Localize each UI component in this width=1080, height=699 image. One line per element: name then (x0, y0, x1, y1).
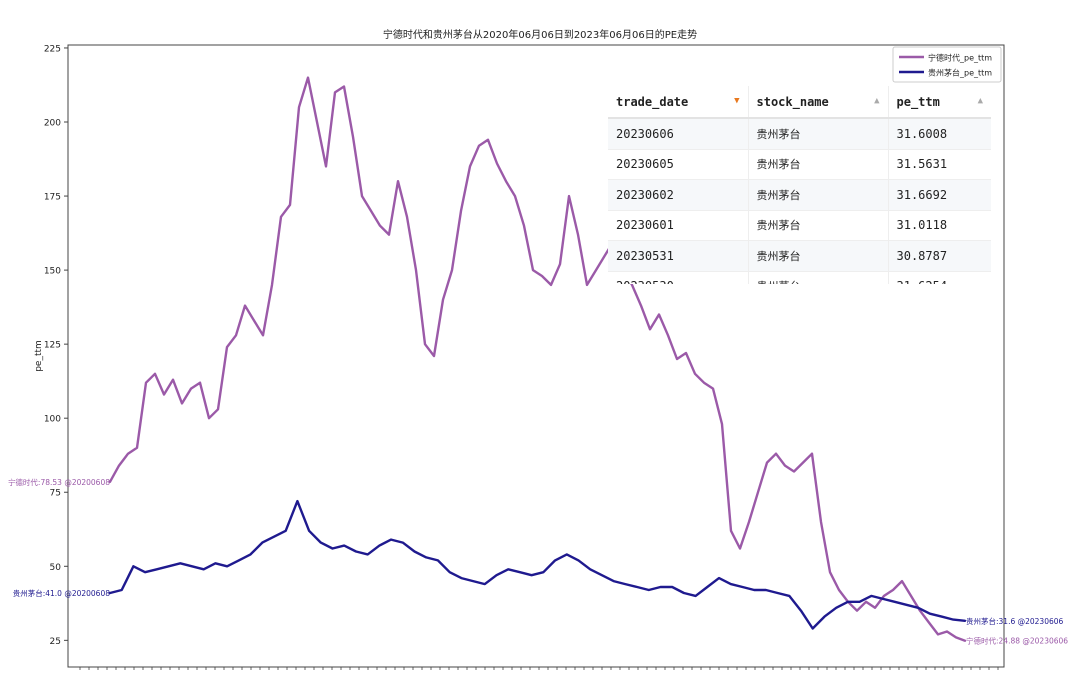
series-line-0 (108, 76, 967, 642)
cell-stock-name: 贵州茅台 (747, 240, 888, 272)
column-header-label: trade_date (616, 94, 689, 109)
table-row: 20230531 贵州茅台 30.8787 (608, 240, 991, 272)
cell-pe-ttm: 31.6254 (887, 271, 991, 284)
y-tick-label: 25 (50, 637, 61, 647)
x-axis (79, 667, 999, 670)
sort-icon[interactable]: ▲ (874, 96, 880, 106)
cell-pe-ttm: 31.6692 (887, 179, 991, 211)
cell-pe-ttm: 30.8787 (887, 240, 991, 272)
sort-icon[interactable]: ▲ (977, 96, 983, 106)
table-row: 20230601 贵州茅台 31.0118 (608, 210, 991, 241)
y-tick-label: 50 (50, 563, 62, 573)
cell-trade-date: 20230606 (608, 118, 748, 150)
legend-label-0: 宁德时代_pe_ttm (928, 53, 992, 63)
table-row: 20230605 贵州茅台 31.5631 (608, 149, 991, 180)
cell-trade-date: 20230605 (608, 149, 748, 180)
y-tick-label: 125 (44, 341, 61, 351)
y-tick-label: 200 (44, 119, 61, 129)
cell-trade-date: 20230601 (608, 210, 748, 241)
table-row: 20230602 贵州茅台 31.6692 (608, 179, 991, 211)
series-line-1 (108, 499, 967, 630)
column-header-pe-ttm[interactable]: pe_ttm ▲ (887, 86, 991, 119)
sort-desc-icon[interactable]: ▼ (734, 96, 740, 106)
plot-frame (67, 44, 1005, 668)
annotation-label: 宁德时代:24.88 @20230606 (966, 636, 1068, 646)
annotation-label: 贵州茅台:31.6 @20230606 (966, 616, 1064, 626)
legend-label-1: 贵州茅台_pe_ttm (928, 68, 992, 78)
y-tick-label: 100 (44, 415, 61, 425)
chart-title: 宁德时代和贵州茅台从2020年06月06日到2023年06月06日的PE走势 (383, 28, 697, 41)
cell-pe-ttm: 31.0118 (887, 210, 991, 241)
y-axis: 25 50 75 100 125 150 175 200 225 (44, 44, 68, 647)
cell-stock-name: 贵州茅台 (747, 149, 888, 180)
cell-stock-name: 贵州茅台 (747, 210, 888, 241)
column-header-trade-date[interactable]: trade_date ▼ (608, 86, 748, 119)
cell-trade-date: 20230602 (608, 179, 748, 211)
column-header-label: stock_name (756, 94, 829, 109)
cell-stock-name: 贵州茅台 (747, 271, 888, 284)
column-header-stock-name[interactable]: stock_name ▲ (747, 86, 888, 119)
annotation-label: 宁德时代:78.53 @20200608 (8, 477, 110, 487)
annotation-label: 贵州茅台:41.0 @20200608 (13, 588, 111, 598)
series-lines (108, 76, 967, 642)
y-tick-label: 225 (44, 44, 61, 54)
data-table-widget: trade_date ▼ stock_name ▲ pe_ttm ▲ 20230… (608, 86, 991, 284)
column-header-label: pe_ttm (896, 94, 940, 109)
legend: 宁德时代_pe_ttm 贵州茅台_pe_ttm (892, 46, 1002, 83)
y-axis-label: pe_ttm (34, 340, 44, 372)
cell-pe-ttm: 31.5631 (887, 149, 991, 180)
table-row: 20230530 贵州茅台 31.6254 (608, 271, 991, 284)
cell-trade-date: 20230530 (608, 271, 748, 284)
cell-stock-name: 贵州茅台 (747, 118, 888, 150)
table-header-row: trade_date ▼ stock_name ▲ pe_ttm ▲ (608, 86, 991, 119)
cell-stock-name: 贵州茅台 (747, 179, 888, 211)
annotations: 宁德时代:78.53 @20200608 贵州茅台:41.0 @20200608 贵… (8, 477, 1068, 646)
table-row: 20230606 贵州茅台 31.6008 (608, 118, 991, 150)
data-table: trade_date ▼ stock_name ▲ pe_ttm ▲ 20230… (608, 86, 991, 284)
cell-pe-ttm: 31.6008 (887, 118, 991, 150)
y-tick-label: 175 (44, 193, 61, 203)
cell-trade-date: 20230531 (608, 240, 748, 272)
y-tick-label: 150 (44, 267, 61, 277)
y-tick-label: 75 (50, 489, 61, 499)
